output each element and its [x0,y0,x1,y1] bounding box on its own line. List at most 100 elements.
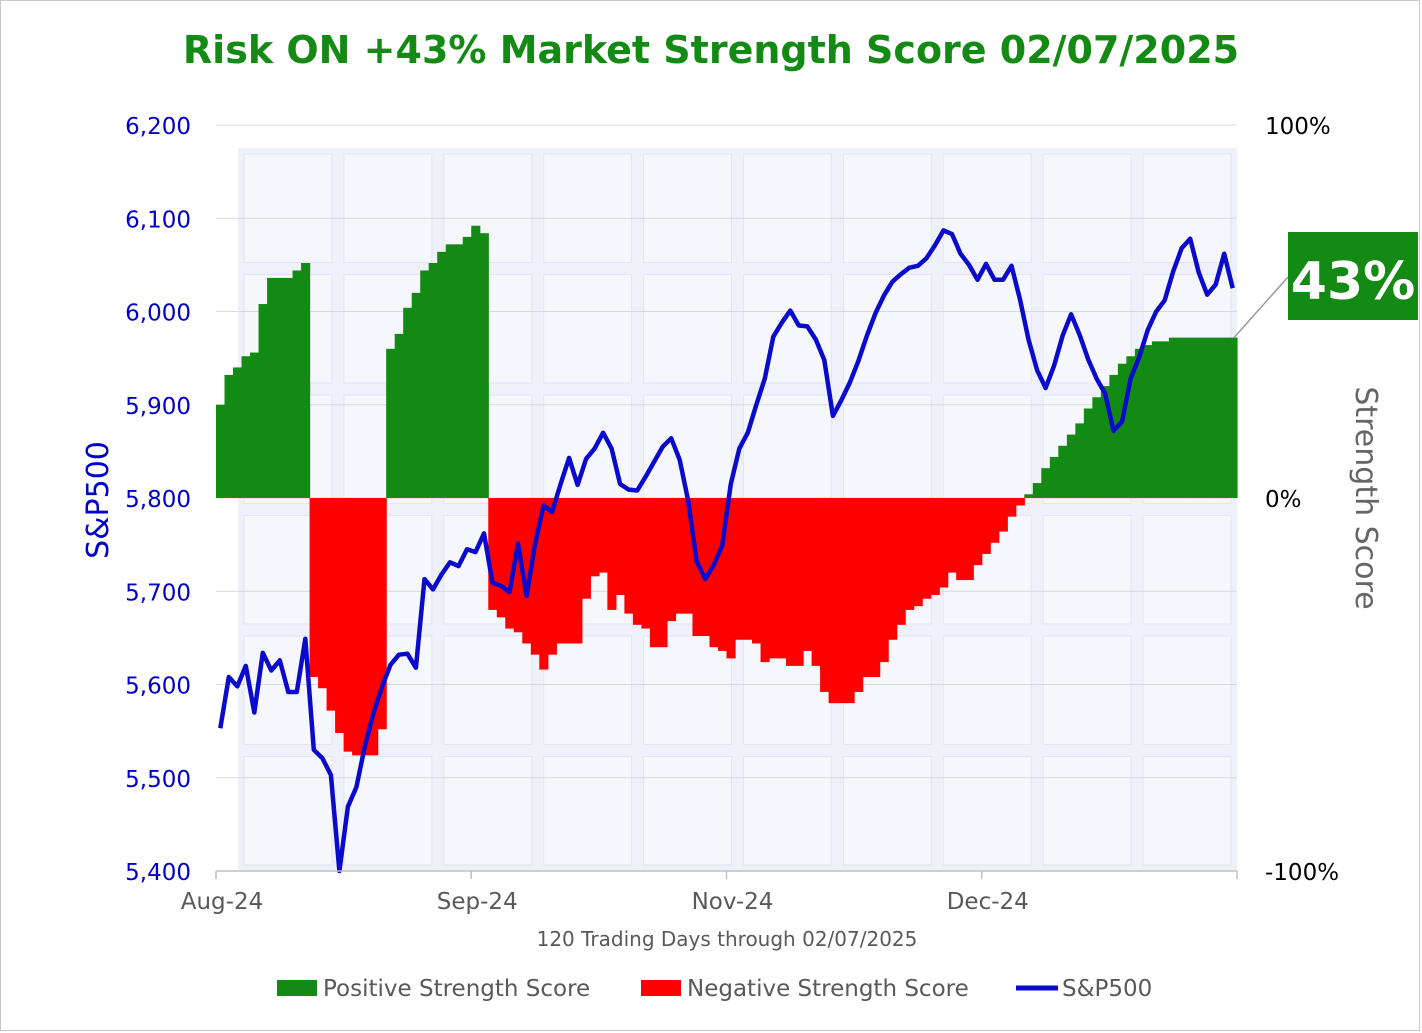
positive-strength-bar [462,236,472,498]
watermark-tile [842,756,932,866]
negative-strength-bar [488,498,498,610]
watermark-tile [643,635,732,745]
legend-label-positive: Positive Strength Score [323,976,590,1002]
watermark-tile [942,394,1032,504]
positive-strength-bar [394,333,404,498]
negative-strength-bar [573,498,583,644]
negative-strength-bar [803,498,813,651]
positive-strength-bar [1032,483,1042,498]
x-axis-title: 120 Trading Days through 02/07/2025 [537,927,918,951]
positive-strength-bar [445,244,455,498]
watermark-tile [942,756,1032,866]
positive-strength-bar [1117,363,1127,498]
positive-strength-bar [224,374,234,498]
positive-strength-bar [1049,456,1059,498]
negative-strength-bar [641,498,651,629]
positive-strength-bar [275,277,285,498]
positive-strength-bar [454,244,464,498]
negative-strength-bar [905,498,915,610]
watermark-tile [743,274,832,384]
left-tick-label: 5,900 [125,394,191,420]
negative-strength-bar [760,498,770,663]
negative-strength-bar [939,498,949,588]
watermark-tile [543,274,633,384]
score-callout: 43% [1233,232,1418,339]
watermark-tile [743,394,832,504]
negative-strength-bar [598,498,608,573]
watermark-tile [1042,153,1132,263]
negative-strength-bar [530,498,540,655]
x-tick-label: Aug-24 [181,889,263,915]
watermark-tile [1042,635,1132,745]
negative-strength-bar [581,498,591,599]
watermark-tile [1042,756,1132,866]
positive-strength-bar [1185,337,1196,498]
watermark-tile [443,756,533,866]
negative-strength-bar [743,498,753,640]
axes: 5,400 5,500 5,600 5,700 5,800 5,900 6,000 6,100… [125,114,1339,915]
positive-strength-bar [437,251,447,498]
negative-strength-bar [658,498,668,648]
negative-strength-bar [649,498,660,648]
left-tick-label: 5,800 [125,487,191,513]
left-tick-label: 5,400 [125,860,191,886]
left-tick-label: 5,500 [125,767,191,793]
negative-strength-bar [360,498,370,756]
positive-strength-bar [267,277,277,498]
negative-strength-bar [930,498,940,595]
positive-strength-bar [301,263,311,498]
positive-strength-bar [241,356,251,498]
negative-strength-bar [318,498,328,689]
watermark-tile [443,635,533,745]
negative-strength-bar [1007,498,1017,517]
positive-strength-bar [411,292,421,498]
negative-strength-bar [973,498,983,566]
positive-strength-bar [1083,408,1093,498]
positive-strength-bar [1202,337,1213,498]
callout-box [1288,232,1418,320]
negative-strength-bar [981,498,991,554]
positive-strength-bar [1211,337,1221,498]
negative-strength-bar [820,498,830,692]
watermark-tile [743,756,832,866]
positive-strength-bar [1109,374,1119,498]
watermark-tile [1142,153,1232,263]
positive-strength-bar [386,348,396,498]
negative-strength-bar [607,498,617,610]
positive-strength-bar [1100,386,1110,498]
negative-strength-bar [309,498,319,678]
negative-strength-bar [496,498,506,618]
positive-strength-bar [479,233,489,499]
watermark-tile [643,153,732,263]
left-tick-label: 6,200 [125,114,191,140]
negative-strength-bar [752,498,762,644]
left-tick-label: 5,600 [125,674,191,700]
negative-strength-bar [777,498,787,659]
right-tick-label: -100% [1265,860,1339,886]
right-tick-label: 0% [1265,487,1302,513]
positive-strength-bar [420,270,430,498]
negative-strength-bar [615,498,625,595]
watermark-tile [643,394,732,504]
watermark-tile [942,635,1032,745]
negative-strength-bar [505,498,515,629]
positive-strength-bar [1160,341,1170,498]
negative-strength-bar [683,498,694,614]
strength-bars [216,225,1238,756]
left-axis-title: S&P500 [81,441,116,559]
negative-strength-bar [377,498,387,730]
positive-strength-bar [258,304,268,498]
watermark-tile [1142,635,1232,745]
negative-strength-bar [335,498,345,733]
positive-strength-bar [1134,348,1145,498]
x-tick-label: Dec-24 [947,889,1029,915]
negative-strength-bar [513,498,523,633]
negative-strength-bar [854,498,864,692]
negative-strength-bar [547,498,557,655]
negative-strength-bar [862,498,872,678]
positive-strength-bar [1143,345,1153,498]
positive-strength-bar [216,404,226,498]
negative-strength-bar [964,498,974,581]
x-tick-label: Nov-24 [692,889,774,915]
